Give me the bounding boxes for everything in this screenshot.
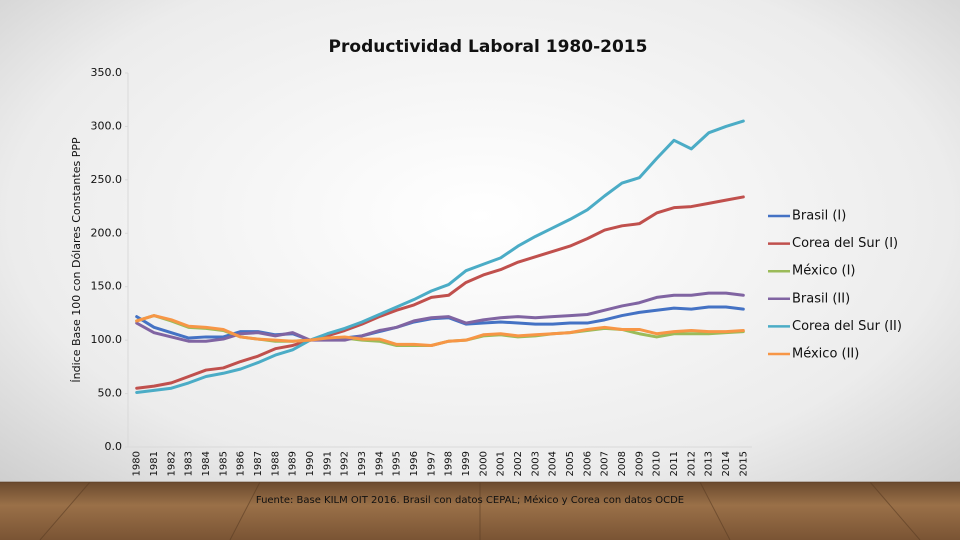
x-tick-label: 1991 xyxy=(322,451,333,476)
x-tick-label: 1985 xyxy=(218,451,229,476)
x-tick-label: 2014 xyxy=(721,451,732,476)
x-tick-label: 1996 xyxy=(409,451,420,476)
x-tick-label: 2004 xyxy=(548,451,559,476)
x-tick-label: 1984 xyxy=(201,451,212,476)
x-tick-label: 2009 xyxy=(634,451,645,476)
x-tick-label: 1997 xyxy=(426,451,437,476)
x-tick-label: 2000 xyxy=(478,451,489,476)
y-tick-label: 200.0 xyxy=(91,226,123,239)
series-line xyxy=(135,314,745,347)
legend-label: Brasil (II) xyxy=(792,291,850,306)
series-line xyxy=(135,195,745,390)
x-tick-label: 1981 xyxy=(149,451,160,476)
x-tick-label: 1986 xyxy=(236,451,247,476)
x-tick-label: 1982 xyxy=(166,451,177,476)
y-tick-label: 350.0 xyxy=(91,66,123,79)
y-axis-label: Índice Base 100 con Dólares Constantes P… xyxy=(70,137,83,383)
x-tick-label: 1989 xyxy=(288,451,299,476)
x-tick-label: 2010 xyxy=(652,451,663,476)
x-tick-label: 2011 xyxy=(669,451,680,476)
x-tick-label: 1998 xyxy=(444,451,455,476)
legend-label: Corea del Sur (II) xyxy=(792,319,902,334)
source-note: Fuente: Base KILM OIT 2016. Brasil con d… xyxy=(256,494,684,506)
x-tick-label: 1992 xyxy=(340,451,351,476)
x-tick-label: 2005 xyxy=(565,451,576,476)
legend-label: México (II) xyxy=(792,347,859,362)
y-tick-label: 150.0 xyxy=(91,280,123,293)
x-tick-label: 1995 xyxy=(392,451,403,476)
x-tick-label: 2008 xyxy=(617,451,628,476)
legend-label: México (I) xyxy=(792,264,856,279)
y-tick-label: 250.0 xyxy=(91,173,123,186)
x-tick-label: 1988 xyxy=(270,451,281,476)
wood-planks xyxy=(0,481,960,540)
x-tick-label: 2006 xyxy=(582,451,593,476)
y-tick-label: 50.0 xyxy=(98,387,123,400)
y-tick-label: 300.0 xyxy=(91,119,123,132)
x-tick-label: 1980 xyxy=(132,451,143,476)
y-tick-label: 0.0 xyxy=(105,440,123,453)
x-tick-label: 2012 xyxy=(686,451,697,476)
chart-title: Productividad Laboral 1980-2015 xyxy=(329,37,648,57)
x-tick-label: 2015 xyxy=(738,451,749,476)
legend-label: Brasil (I) xyxy=(792,209,846,224)
x-tick-label: 1983 xyxy=(184,451,195,476)
x-tick-label: 2001 xyxy=(496,451,507,476)
x-tick-label: 1999 xyxy=(461,451,472,476)
x-tick-label: 1987 xyxy=(253,451,264,476)
x-tick-label: 2003 xyxy=(530,451,541,476)
x-tick-label: 2002 xyxy=(513,451,524,476)
y-tick-label: 100.0 xyxy=(91,333,123,346)
x-tick-label: 1990 xyxy=(305,451,316,476)
x-tick-label: 2007 xyxy=(600,451,611,476)
legend-label: Corea del Sur (I) xyxy=(792,236,898,251)
x-tick-label: 1993 xyxy=(357,451,368,476)
series-line xyxy=(135,119,745,394)
x-tick-label: 1994 xyxy=(374,451,385,476)
x-tick-label: 2013 xyxy=(704,451,715,476)
